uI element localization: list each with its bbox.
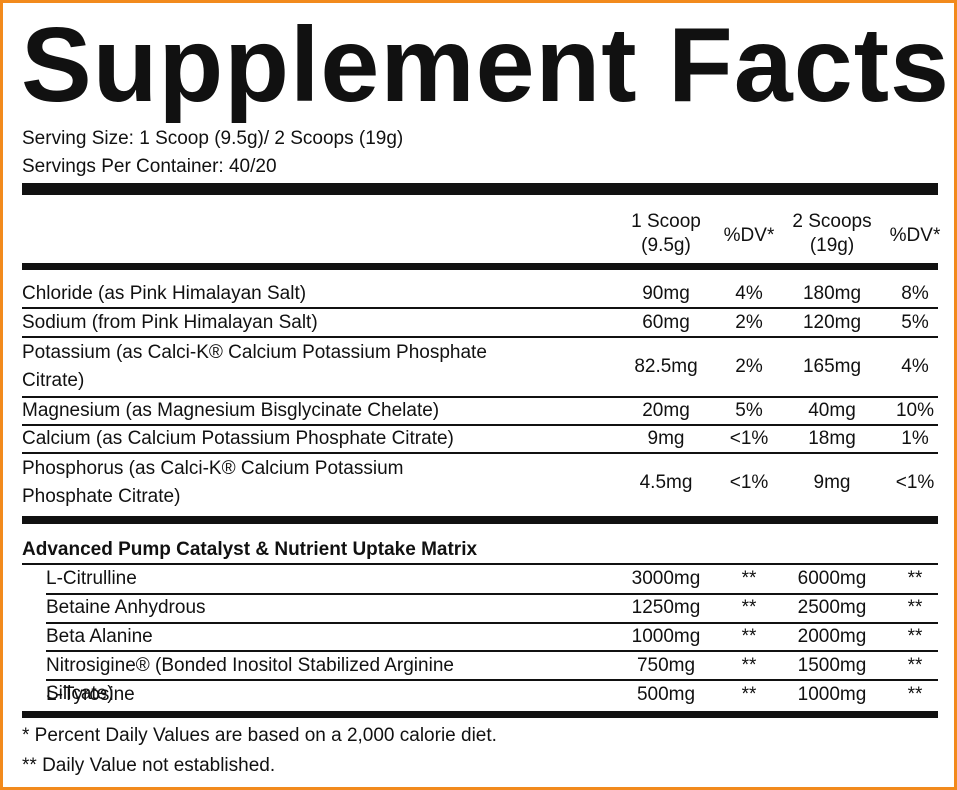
ingredient-name: Sodium (from Pink Himalayan Salt)	[22, 311, 318, 333]
title: Supplement Facts	[21, 6, 950, 124]
column-header: 2 Scoops	[792, 211, 872, 232]
daily-value: 4%	[735, 282, 763, 304]
daily-value: 5%	[735, 400, 763, 421]
daily-value: 2%	[735, 311, 763, 333]
ingredient-name: Nitrosigine® (Bonded Inositol Stabilized…	[46, 654, 454, 704]
ingredient-name: L-Citrulline	[46, 568, 137, 590]
amount: 180mg	[802, 282, 862, 304]
column-header: (9.5g)	[641, 235, 691, 256]
amount: 60mg	[642, 311, 690, 333]
amount: 90mg	[642, 282, 690, 304]
ingredient-name: L-Tyrosine	[46, 683, 135, 705]
amount: 750mg	[636, 654, 696, 676]
daily-value: **	[907, 597, 923, 619]
rule	[22, 307, 938, 309]
amount: 40mg	[808, 400, 856, 421]
rule	[46, 592, 938, 595]
daily-value: **	[741, 654, 757, 676]
amount: 82.5mg	[634, 356, 698, 377]
rule	[46, 679, 938, 682]
daily-value: 1%	[901, 428, 929, 449]
daily-value: **	[741, 568, 757, 590]
column-header: %DV*	[723, 225, 775, 246]
footnote: * Percent Daily Values are based on a 2,…	[22, 725, 497, 746]
ingredient-name: Calcium (as Calcium Potassium Phosphate …	[22, 428, 454, 449]
ingredient-name: Potassium (as Calci-K® Calcium Potassium…	[22, 342, 487, 391]
rule	[22, 516, 938, 524]
daily-value: **	[741, 626, 757, 647]
daily-value: **	[907, 568, 923, 590]
rule	[22, 183, 938, 195]
daily-value: **	[907, 683, 923, 705]
column-header: (19g)	[809, 235, 855, 256]
daily-value: **	[741, 597, 757, 619]
rule	[22, 396, 938, 398]
rule	[46, 650, 938, 653]
serving-size: Serving Size: 1 Scoop (9.5g)/ 2 Scoops (…	[22, 128, 404, 149]
ingredient-name: Phosphorus (as Calci-K® Calcium Potassiu…	[22, 458, 404, 507]
rule	[22, 452, 938, 454]
ingredient-name: Beta Alanine	[46, 626, 153, 647]
amount: 9mg	[813, 472, 851, 493]
daily-value: **	[907, 626, 923, 647]
footnote: ** Daily Value not established.	[22, 755, 276, 776]
daily-value: 10%	[895, 400, 935, 421]
daily-value: <1%	[895, 472, 935, 493]
amount: 165mg	[802, 356, 862, 377]
daily-value: **	[907, 654, 923, 676]
amount: 1000mg	[797, 683, 867, 705]
amount: 9mg	[647, 428, 685, 449]
rule	[22, 336, 938, 338]
column-header: %DV*	[889, 225, 941, 246]
amount: 1250mg	[631, 597, 701, 619]
amount: 20mg	[642, 400, 690, 421]
column-header: 1 Scoop	[631, 211, 701, 232]
section-title: Advanced Pump Catalyst & Nutrient Uptake…	[22, 539, 478, 560]
amount: 3000mg	[631, 568, 701, 590]
daily-value: <1%	[729, 472, 769, 493]
daily-value: 4%	[901, 356, 929, 377]
rule	[22, 563, 938, 565]
rule	[22, 711, 938, 718]
daily-value: 2%	[735, 356, 763, 377]
amount: 120mg	[802, 311, 862, 333]
ingredient-name: Betaine Anhydrous	[46, 597, 206, 619]
servings-per-container: Servings Per Container: 40/20	[22, 156, 277, 177]
daily-value: <1%	[729, 428, 769, 449]
ingredient-name: Magnesium (as Magnesium Bisglycinate Che…	[22, 400, 440, 421]
amount: 2000mg	[797, 626, 867, 647]
rule	[22, 424, 938, 426]
daily-value: 8%	[901, 282, 929, 304]
amount: 18mg	[808, 428, 856, 449]
amount: 1000mg	[631, 626, 701, 647]
rule	[22, 263, 938, 270]
daily-value: 5%	[901, 311, 929, 333]
amount: 6000mg	[797, 568, 867, 590]
amount: 2500mg	[797, 597, 867, 619]
rule	[46, 621, 938, 624]
amount: 500mg	[636, 683, 696, 705]
amount: 4.5mg	[639, 472, 693, 493]
ingredient-name: Chloride (as Pink Himalayan Salt)	[22, 282, 307, 304]
amount: 1500mg	[797, 654, 867, 676]
daily-value: **	[741, 683, 757, 705]
